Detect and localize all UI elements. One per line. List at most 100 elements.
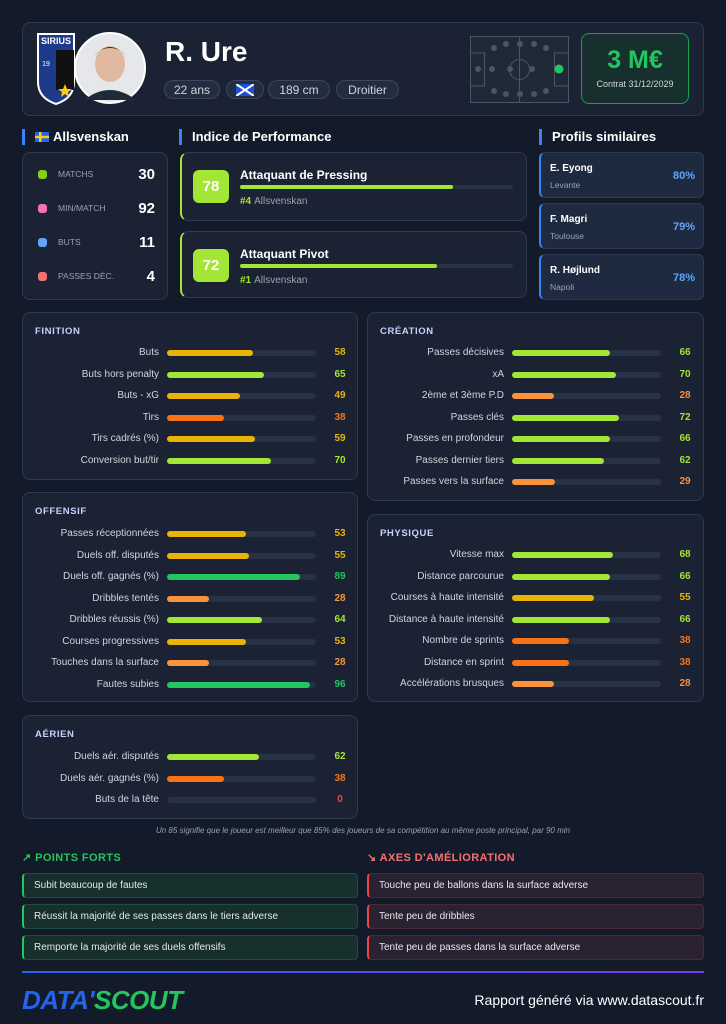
improvement-item: Touche peu de ballons dans la surface ad…: [367, 873, 704, 898]
metric-track: [512, 436, 661, 442]
section-title: AÉRIEN: [35, 729, 75, 740]
metric-value: 66: [679, 570, 691, 582]
metric-bar: [512, 681, 554, 687]
similar-club: Napoli: [550, 282, 575, 292]
metric-label: Distance parcourue: [417, 570, 504, 582]
note: Un 85 signifie que le joueur est meilleu…: [155, 826, 570, 835]
metric-track: [167, 574, 316, 580]
metric-bar: [512, 393, 554, 399]
metric-label: 2ème et 3ème P.D: [421, 390, 504, 401]
rank: #4: [240, 196, 252, 207]
metric-track: [512, 371, 661, 378]
metric-value: 66: [679, 613, 691, 625]
strengths-title: POINTS FORTS: [35, 852, 122, 864]
metric-track: [167, 681, 316, 688]
metric-track: [512, 393, 661, 399]
metric-label: Buts: [138, 347, 159, 358]
tag: 189 cm: [268, 80, 330, 99]
metric-value: 70: [334, 454, 346, 466]
similar-name: E. Eyong: [550, 163, 593, 174]
metric-value: 62: [334, 751, 346, 762]
metric-label: Duels aér. gagnés (%): [60, 772, 159, 784]
metric-label: xA: [492, 368, 504, 380]
flag: [35, 132, 49, 142]
improvement-item: Tente peu de passes dans la surface adve…: [367, 935, 704, 960]
metric-label: Touches dans la surface: [51, 657, 159, 668]
metric-label: Passes réceptionnées: [60, 528, 159, 539]
metric-bar: [512, 350, 611, 356]
metric-label: Dribbles tentés: [92, 592, 159, 604]
metric-label: Accélérations brusques: [400, 678, 504, 689]
league-header: Allsvenskan: [22, 129, 129, 145]
metric-value: 96: [334, 678, 346, 690]
role: Attaquant Pivot: [240, 247, 329, 261]
stat-value: 92: [138, 200, 155, 217]
tag: Droitier: [336, 80, 399, 99]
metric-label: Dribbles réussis (%): [69, 614, 159, 625]
metric-track: [167, 617, 316, 623]
metric-track: [167, 797, 316, 803]
metric-bar: [167, 775, 224, 782]
metric-track: [512, 573, 661, 580]
metric-track: [512, 659, 661, 666]
performance-title: Indice de Performance: [179, 129, 331, 145]
metric-track: [167, 595, 316, 602]
badge-text: SIRIUS: [41, 36, 71, 46]
metric-value: 66: [679, 347, 691, 358]
metric-bar: [167, 531, 246, 537]
metric-value: 68: [679, 549, 691, 560]
section-title: OFFENSIF: [35, 506, 87, 517]
metric-bar: [167, 371, 264, 378]
role: Attaquant de Pressing: [240, 168, 368, 182]
score-bar: [240, 185, 453, 189]
rank-line: #4 Allsvenskan: [240, 196, 307, 207]
metric-track: [512, 479, 661, 485]
metric-label: Passes vers la surface: [403, 476, 504, 487]
metric-bar: [167, 436, 255, 442]
metric-label: Fautes subies: [96, 678, 159, 690]
metric-value: 55: [679, 592, 691, 603]
similar-club: Levante: [550, 180, 581, 190]
score-badge: 72: [193, 249, 229, 282]
similar-match: 79%: [672, 221, 695, 233]
brand: DATA'SCOUT: [22, 985, 183, 1016]
similar-card: [539, 152, 704, 198]
metric-value: 59: [334, 433, 346, 444]
metric-label: Buts hors penalty: [81, 368, 159, 380]
metric-track: [167, 414, 316, 421]
metric-value: 89: [334, 571, 346, 582]
metric-track: [167, 775, 316, 782]
club-badge: SIRIUS 19: [37, 33, 75, 106]
improvements-header: ↘ AXES D'AMÉLIORATION: [367, 852, 515, 864]
market-value: 3 M€: [607, 46, 663, 74]
metric-label: Tirs: [142, 411, 159, 423]
metric-track: [167, 660, 316, 666]
metric-value: 29: [679, 476, 691, 487]
metric-value: 28: [334, 657, 346, 668]
tag: 22 ans: [164, 80, 220, 99]
player-name: R. Ure: [165, 36, 248, 67]
metric-track: [512, 616, 661, 623]
strength-item: Remporte la majorité de ses duels offens…: [22, 935, 358, 960]
metric-bar: [167, 595, 209, 602]
metric-bar: [512, 616, 611, 623]
metric-value: 38: [334, 772, 346, 784]
similar-name: F. Magri: [550, 214, 588, 225]
metric-label: Conversion but/tir: [80, 454, 159, 466]
section-card: [367, 312, 704, 501]
metric-label: Duels off. gagnés (%): [63, 571, 159, 582]
metric-value: 64: [334, 614, 346, 625]
league-title: Allsvenskan: [53, 129, 129, 144]
brand-part: DATA': [22, 985, 95, 1015]
stat-icon: [38, 238, 47, 247]
metric-track: [512, 457, 661, 464]
metric-bar: [167, 552, 249, 559]
metric-value: 53: [334, 528, 346, 539]
metric-label: Passes dernier tiers: [415, 454, 504, 466]
improvements-title: AXES D'AMÉLIORATION: [379, 852, 515, 864]
flag: [236, 83, 254, 96]
metric-bar: [512, 638, 569, 644]
metric-track: [167, 436, 316, 442]
similar-match: 80%: [672, 170, 695, 182]
